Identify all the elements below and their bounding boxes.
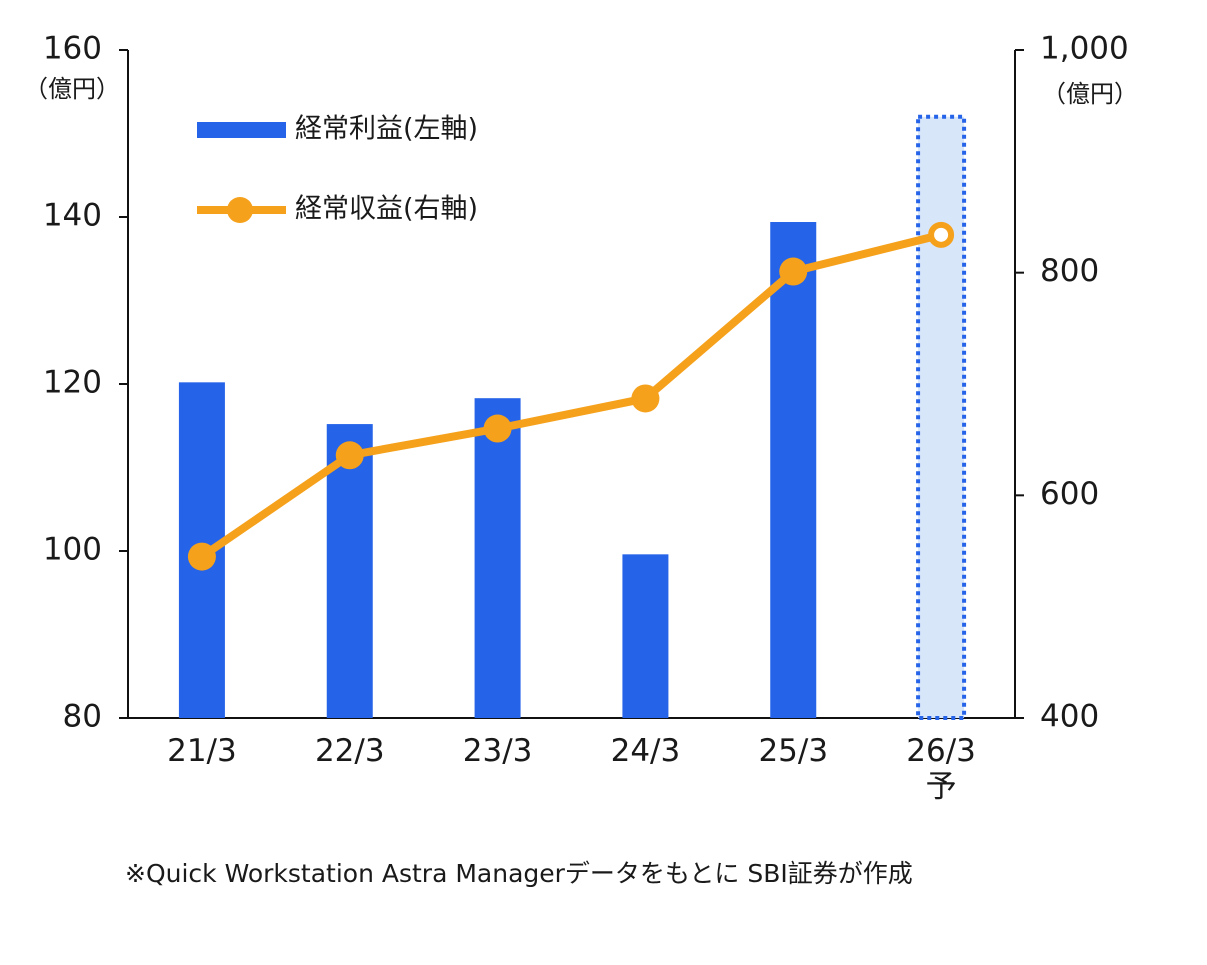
line-marker	[187, 542, 216, 571]
legend-swatch	[197, 122, 286, 138]
bar	[474, 398, 521, 718]
y-tick-label: 140	[43, 198, 102, 234]
x-tick-label: 26/3 予	[906, 733, 976, 805]
line	[199, 230, 943, 560]
line-marker	[335, 441, 364, 470]
x-tick-label: 23/3	[462, 733, 533, 769]
legend-marker	[227, 197, 253, 223]
y-tick-label: 120	[43, 365, 102, 401]
y-tick-label: 160	[43, 31, 102, 67]
line-marker	[631, 384, 660, 413]
y2-tick-label: 800	[1040, 253, 1099, 289]
x-tick-label: 21/3	[167, 733, 237, 769]
y2-tick-label: 400	[1040, 699, 1099, 735]
line-marker	[779, 257, 808, 286]
forecast-bar	[916, 114, 967, 721]
legend-label: 経常利益(左軸)	[295, 114, 478, 145]
bar	[326, 424, 373, 718]
x-tick-label: 24/3	[610, 733, 681, 769]
y-axis-unit: （億円）	[24, 75, 120, 103]
legend-label: 経常収益(右軸)	[295, 194, 478, 225]
line-marker	[928, 221, 955, 248]
x-tick-label: 25/3	[758, 733, 829, 769]
x-tick-label: 22/3	[314, 733, 385, 769]
source-note: ※Quick Workstation Astra Managerデータをもとに …	[125, 859, 913, 888]
y-tick-label: 80	[63, 699, 102, 735]
y2-axis-unit: （億円）	[1042, 80, 1138, 108]
y2-tick-label: 600	[1040, 476, 1099, 512]
y2-tick-label: 1,000	[1040, 31, 1129, 67]
bar	[770, 222, 817, 718]
line-marker	[483, 414, 512, 443]
y-tick-label: 100	[43, 532, 102, 568]
bar	[622, 554, 669, 718]
